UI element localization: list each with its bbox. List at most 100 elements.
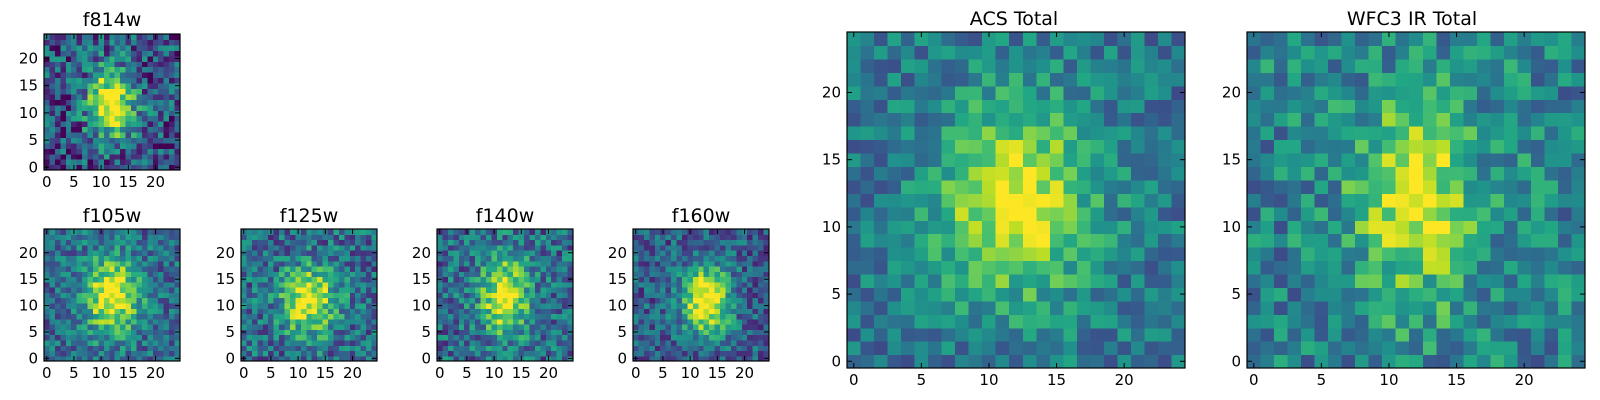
pixel-cell bbox=[169, 255, 176, 262]
pixel-cell bbox=[982, 112, 997, 127]
pixel-cell bbox=[1036, 220, 1051, 235]
pixel-cell bbox=[92, 281, 99, 288]
pixel-cell bbox=[366, 234, 373, 241]
pixel-cell bbox=[1382, 206, 1397, 221]
pixel-cell bbox=[720, 276, 727, 283]
pixel-cell bbox=[1036, 260, 1051, 275]
pixel-cell bbox=[328, 334, 335, 341]
pixel-cell bbox=[955, 179, 970, 194]
pixel-cell bbox=[1063, 112, 1078, 127]
pixel-cell bbox=[1036, 99, 1051, 114]
pixel-cell bbox=[556, 250, 563, 256]
pixel-cell bbox=[71, 50, 78, 57]
pixel-cell bbox=[1103, 206, 1118, 221]
pixel-cell bbox=[1171, 247, 1186, 262]
pixel-cell bbox=[941, 247, 956, 262]
pixel-cell bbox=[60, 148, 67, 155]
pixel-cell bbox=[524, 276, 531, 283]
pixel-cell bbox=[44, 142, 51, 149]
pixel-cell bbox=[131, 44, 138, 51]
pixel-cell bbox=[109, 260, 116, 267]
pixel-cell bbox=[676, 355, 683, 362]
pixel-cell bbox=[169, 115, 176, 122]
pixel-cell bbox=[1571, 166, 1586, 181]
pixel-cell bbox=[65, 159, 72, 166]
pixel-cell bbox=[1422, 99, 1437, 114]
pixel-cell bbox=[458, 308, 465, 315]
pixel-cell bbox=[333, 239, 340, 246]
pixel-cell bbox=[251, 234, 258, 241]
pixel-cell bbox=[1341, 139, 1356, 154]
pixel-cell bbox=[360, 324, 367, 330]
pixel-cell bbox=[246, 324, 253, 330]
pixel-cell bbox=[475, 292, 482, 299]
pixel-cell bbox=[968, 85, 983, 100]
pixel-cell bbox=[1171, 220, 1186, 235]
pixel-cell bbox=[458, 329, 465, 336]
pixel-cell bbox=[491, 271, 498, 278]
pixel-cell bbox=[257, 339, 264, 346]
pixel-cell bbox=[1544, 139, 1559, 154]
pixel-cell bbox=[65, 44, 72, 51]
pixel-cell bbox=[687, 318, 694, 325]
pixel-cell bbox=[158, 131, 165, 138]
pixel-cell bbox=[147, 265, 154, 272]
pixel-cell bbox=[120, 345, 127, 352]
pixel-cell bbox=[1490, 32, 1505, 47]
pixel-cell bbox=[1287, 354, 1302, 369]
pixel-cell bbox=[725, 255, 732, 262]
pixel-cell bbox=[338, 229, 345, 235]
pixel-cell bbox=[1144, 99, 1159, 114]
pixel-cell bbox=[1530, 233, 1546, 248]
pixel-cell bbox=[65, 137, 72, 144]
pixel-cell bbox=[152, 142, 159, 149]
pixel-cell bbox=[1157, 45, 1173, 60]
pixel-cell bbox=[65, 244, 72, 251]
pixel-cell bbox=[1144, 45, 1159, 60]
pixel-cell bbox=[529, 313, 536, 320]
pixel-cell bbox=[901, 300, 916, 315]
y-tick-label: 5 bbox=[831, 285, 841, 303]
pixel-cell bbox=[98, 61, 105, 68]
pixel-cell bbox=[1314, 273, 1329, 288]
pixel-cell bbox=[54, 260, 61, 267]
pixel-cell bbox=[860, 126, 875, 141]
pixel-cell bbox=[453, 229, 460, 235]
pixel-cell bbox=[703, 334, 710, 341]
pixel-cell bbox=[295, 239, 302, 246]
pixel-cell bbox=[562, 234, 569, 241]
pixel-cell bbox=[1036, 85, 1051, 100]
pixel-cell bbox=[131, 334, 138, 341]
pixel-cell bbox=[676, 255, 683, 262]
pixel-cell bbox=[49, 142, 56, 149]
pixel-cell bbox=[1301, 206, 1316, 221]
pixel-cell bbox=[681, 318, 688, 325]
pixel-cell bbox=[241, 239, 248, 246]
pixel-cell bbox=[49, 350, 56, 357]
pixel-cell bbox=[665, 265, 672, 272]
pixel-cell bbox=[692, 229, 699, 235]
pixel-cell bbox=[60, 287, 67, 293]
pixel-cell bbox=[447, 350, 454, 357]
pixel-cell bbox=[60, 88, 67, 95]
pixel-cell bbox=[901, 327, 916, 342]
pixel-cell bbox=[71, 82, 78, 89]
pixel-cell bbox=[874, 193, 889, 208]
pixel-cell bbox=[860, 341, 875, 356]
pixel-cell bbox=[152, 99, 159, 106]
pixel-cell bbox=[141, 110, 148, 117]
pixel-cell bbox=[147, 77, 154, 84]
pixel-cell bbox=[355, 244, 362, 251]
pixel-cell bbox=[551, 260, 558, 267]
pixel-cell bbox=[874, 179, 889, 194]
pixel-cell bbox=[1274, 166, 1289, 181]
pixel-cell bbox=[1076, 45, 1091, 60]
pixel-cell bbox=[169, 239, 176, 246]
pixel-cell bbox=[114, 318, 121, 325]
pixel-cell bbox=[71, 329, 78, 336]
pixel-cell bbox=[1260, 287, 1275, 302]
pixel-cell bbox=[469, 281, 476, 288]
pixel-cell bbox=[518, 281, 525, 288]
pixel-cell bbox=[60, 281, 67, 288]
pixel-cell bbox=[638, 355, 645, 362]
